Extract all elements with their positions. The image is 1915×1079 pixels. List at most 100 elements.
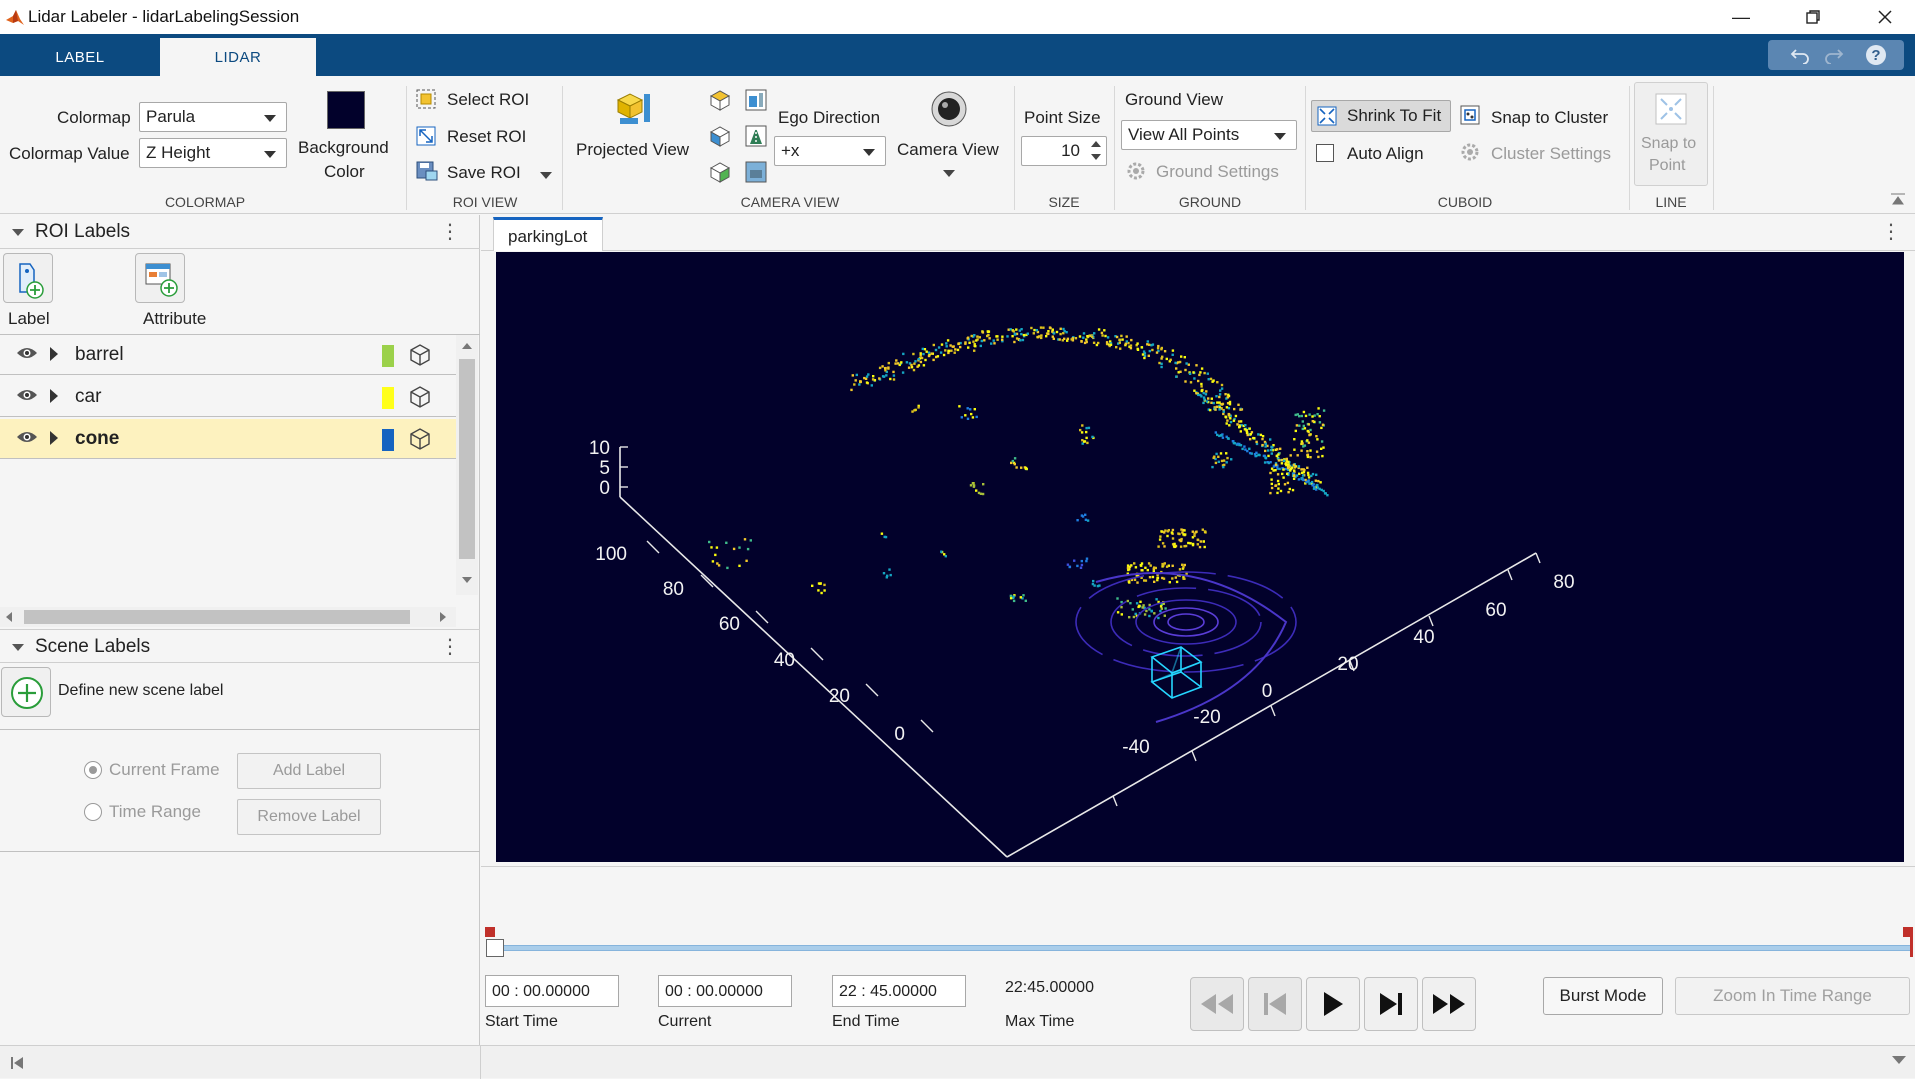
collapse-arrow-icon[interactable] [12,229,24,236]
minimize-icon[interactable]: — [1732,6,1750,27]
collapse-arrow-icon[interactable] [12,644,24,651]
ego-view-icon[interactable] [744,124,768,148]
select-roi-button[interactable]: Select ROI [447,90,530,109]
ego-direction-dropdown[interactable]: +x [774,136,886,166]
point-cloud-display[interactable]: 10 5 0 100 80 60 40 20 0 -40 -20 0 20 40 60 80 [496,252,1904,862]
tab-label[interactable]: LABEL [55,48,105,66]
define-scene-label-button[interactable] [1,667,51,717]
roi-labels-vertical-scrollbar[interactable] [456,335,478,595]
scene-labels-header[interactable]: Scene Labels ⋮ [0,629,480,663]
time-range-radio[interactable] [84,803,102,821]
save-roi-dropdown-arrow-icon[interactable] [540,172,552,179]
select-roi-icon[interactable] [415,88,437,110]
colormap-value-dropdown[interactable]: Z Height [139,138,287,168]
scrollbar-thumb[interactable] [459,359,475,559]
play-button[interactable] [1306,977,1360,1031]
burst-mode-button[interactable]: Burst Mode [1543,977,1663,1015]
lidar-point [732,547,736,551]
camera-view-button[interactable]: Camera View [897,140,999,159]
current-frame-radio[interactable] [84,761,102,779]
end-time-input[interactable]: 22 : 45.00000 [832,975,966,1007]
expand-arrow-icon[interactable] [50,431,58,445]
roi-labels-horizontal-scrollbar[interactable] [0,607,456,627]
roi-label-row-barrel[interactable]: barrel [0,335,456,375]
lidar-point [1080,514,1084,517]
lidar-point [1014,333,1017,336]
reset-roi-button[interactable]: Reset ROI [447,127,527,146]
projected-view-button[interactable]: Projected View [576,140,690,159]
label-color-swatch[interactable] [382,429,394,451]
collapse-toolstrip-icon[interactable] [1890,192,1906,206]
label-color-swatch[interactable] [382,345,394,367]
reset-roi-icon[interactable] [415,125,437,147]
eye-icon[interactable] [16,346,38,360]
save-roi-icon[interactable] [415,160,439,182]
close-icon[interactable] [1856,0,1914,34]
tab-lidar[interactable]: LIDAR [160,38,316,76]
auto-align-checkbox[interactable] [1316,144,1334,162]
remove-scene-label-button[interactable]: Remove Label [237,799,381,835]
document-tab-parkinglot[interactable]: parkingLot [493,217,603,251]
lidar-point [1263,461,1267,464]
status-bar-expand-icon[interactable] [1892,1056,1906,1064]
roi-label-row-cone[interactable]: cone [0,419,456,459]
iso-view-cube-icon[interactable] [708,160,732,184]
eye-icon[interactable] [16,430,38,444]
timeline-track[interactable] [489,945,1911,951]
scroll-down-icon[interactable] [462,577,472,583]
help-icon[interactable]: ? [1864,43,1888,67]
spinner-up-icon[interactable] [1091,141,1101,147]
shrink-to-fit-toggle[interactable]: Shrink To Fit [1311,100,1451,132]
previous-frame-button[interactable] [1248,977,1302,1031]
snap-to-cluster-icon[interactable] [1459,104,1481,126]
point-size-spinner[interactable]: 10 [1021,136,1107,166]
scroll-left-icon[interactable] [6,612,12,622]
front-view-cube-icon[interactable] [708,124,732,148]
cluster-settings-button[interactable]: Cluster Settings [1491,144,1611,163]
snap-to-point-button[interactable]: Snap to Point [1634,82,1708,186]
scrollbar-thumb[interactable] [24,610,410,624]
scroll-up-icon[interactable] [462,343,472,349]
start-flag-icon[interactable] [485,927,495,937]
start-time-input[interactable]: 00 : 00.00000 [485,975,619,1007]
projected-view-icon[interactable] [614,88,654,128]
roi-label-row-car[interactable]: car [0,377,456,417]
add-scene-label-button[interactable]: Add Label [237,753,381,789]
more-options-icon[interactable]: ⋮ [440,636,460,658]
spinner-down-icon[interactable] [1091,154,1101,160]
background-color-swatch[interactable] [327,91,365,129]
camera-view-dropdown-arrow-icon[interactable] [943,170,955,177]
ground-settings-button[interactable]: Ground Settings [1156,162,1279,181]
label-color-swatch[interactable] [382,387,394,409]
next-frame-button[interactable] [1364,977,1418,1031]
side-view-icon[interactable] [744,88,768,112]
add-attribute-button[interactable] [135,253,185,303]
expand-arrow-icon[interactable] [50,347,58,361]
rewind-button[interactable] [1190,977,1244,1031]
colormap-dropdown[interactable]: Parula [139,102,287,132]
roi-labels-header[interactable]: ROI Labels ⋮ [0,215,480,249]
undo-icon[interactable] [1790,46,1810,64]
redo-icon[interactable] [1824,46,1844,64]
bird-eye-view-icon[interactable] [744,160,768,184]
fast-forward-button[interactable] [1422,977,1476,1031]
top-view-cube-icon[interactable] [708,88,732,112]
collapse-left-panel-icon[interactable] [10,1056,24,1070]
scroll-right-icon[interactable] [440,612,446,622]
ground-view-dropdown[interactable]: View All Points [1121,120,1297,150]
current-time-input[interactable]: 00 : 00.00000 [658,975,792,1007]
camera-view-icon[interactable] [930,90,968,128]
snap-to-cluster-button[interactable]: Snap to Cluster [1491,108,1609,127]
add-label-button[interactable] [3,253,53,303]
end-flag-icon[interactable] [1903,927,1913,957]
current-time-slider-thumb[interactable] [486,939,504,957]
eye-icon[interactable] [16,388,38,402]
zoom-in-time-range-button[interactable]: Zoom In Time Range [1675,977,1910,1015]
expand-arrow-icon[interactable] [50,389,58,403]
restore-icon[interactable] [1784,0,1842,34]
more-options-icon[interactable]: ⋮ [440,221,460,243]
cone-cuboid[interactable] [1150,646,1203,699]
save-roi-button[interactable]: Save ROI [447,163,521,182]
more-options-icon[interactable]: ⋮ [1881,221,1901,243]
